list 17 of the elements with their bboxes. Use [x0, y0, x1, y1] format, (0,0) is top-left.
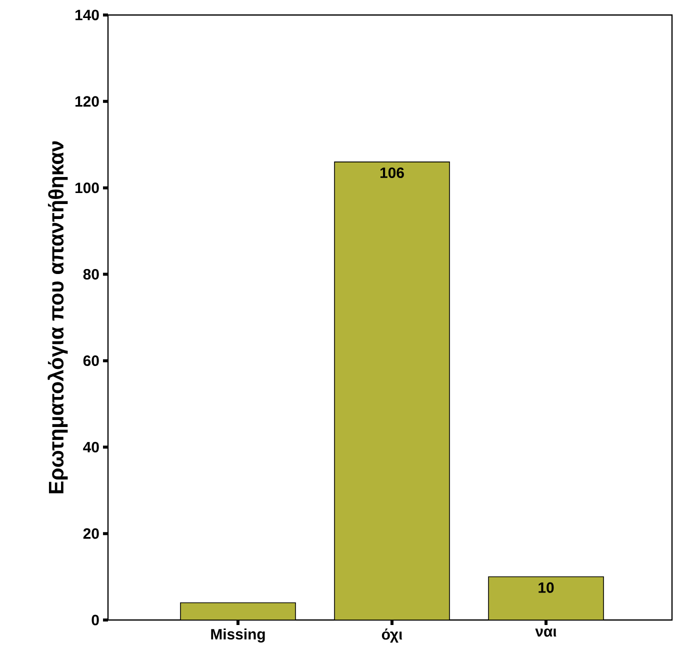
data-label: 106: [380, 167, 404, 178]
y-tick-label: 140: [75, 10, 99, 20]
x-tick-label: όχι: [382, 628, 402, 643]
data-label: 10: [538, 582, 554, 593]
y-tick-label: 80: [83, 268, 99, 280]
y-tick-label: 120: [75, 96, 99, 107]
y-tick-label: 40: [83, 442, 99, 452]
bar: [180, 602, 296, 620]
y-tick-label: 100: [75, 182, 99, 194]
y-tick-label: 0: [92, 614, 99, 626]
bar: [334, 162, 450, 620]
x-tick-label: ναι: [535, 628, 556, 637]
x-tick-label: Missing: [211, 628, 265, 643]
y-axis-title: Ερωτηματολόγια που απαντήθηκαν: [48, 141, 68, 494]
y-tick-label: 60: [83, 355, 99, 366]
y-tick-label: 20: [83, 528, 99, 539]
bar: [488, 576, 604, 620]
